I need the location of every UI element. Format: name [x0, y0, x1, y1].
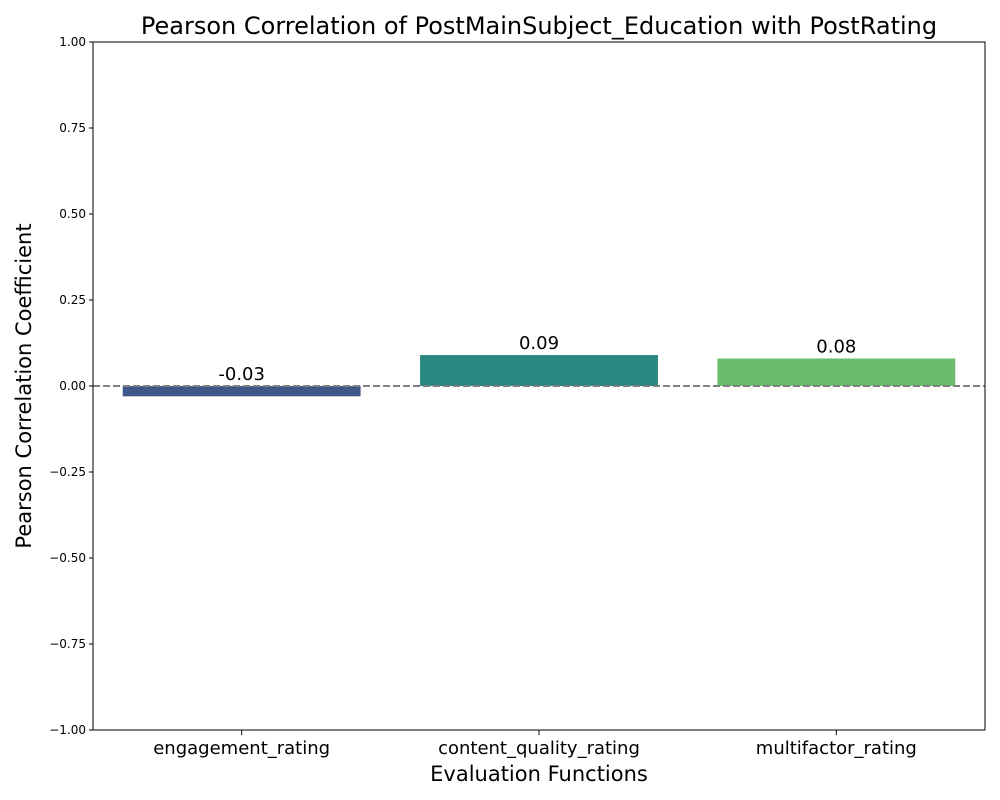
x-tick-label: engagement_rating	[153, 738, 330, 759]
data-label: 0.08	[816, 336, 856, 357]
y-tick-label: 0.75	[59, 121, 86, 135]
y-tick-label: −0.75	[49, 637, 86, 651]
chart-title: Pearson Correlation of PostMainSubject_E…	[141, 12, 937, 40]
y-tick-label: −0.25	[49, 465, 86, 479]
plot-area: −1.00 −0.75 −0.50 −0.25 0.00 0.25 0.50 0.75 1.00…	[49, 35, 986, 759]
bar-content_quality_rating	[420, 355, 658, 386]
y-tick-label: 0.50	[59, 207, 86, 221]
x-tick-label: multifactor_rating	[756, 738, 917, 759]
y-tick-label: 1.00	[59, 35, 86, 49]
bar-engagement_rating	[122, 386, 361, 397]
bar-multifactor_rating	[717, 358, 956, 386]
x-axis-title: Evaluation Functions	[430, 762, 648, 786]
data-label: -0.03	[218, 364, 265, 385]
y-tick-label: 0.25	[59, 293, 86, 307]
y-tick-label: −1.00	[49, 723, 86, 737]
x-tick-label: content_quality_rating	[438, 738, 640, 759]
y-axis-title: Pearson Correlation Coefficient	[12, 223, 36, 548]
plot-frame	[92, 41, 986, 731]
y-tick-label: −0.50	[49, 551, 86, 565]
data-label: 0.09	[519, 333, 559, 354]
y-tick-label: 0.00	[59, 379, 86, 393]
